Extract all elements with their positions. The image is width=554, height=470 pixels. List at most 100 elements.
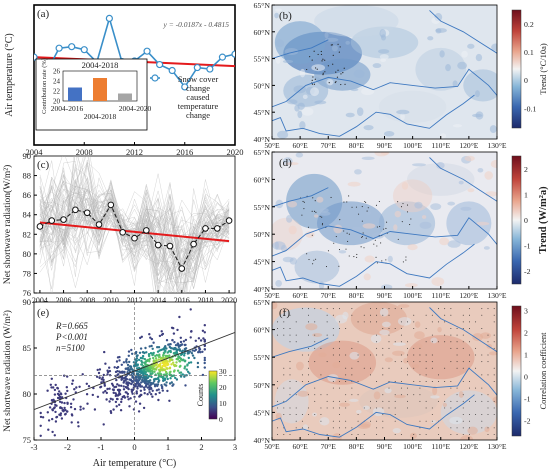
scatter-point-e [160,366,163,370]
significance-dot-f [431,414,433,416]
significance-dot-f [382,367,384,369]
significance-dot-f [444,334,446,336]
scatter-point-e [168,345,171,349]
significance-dot-f [468,314,470,316]
scatter-point-e [131,392,134,395]
significance-dot-d [321,224,323,226]
significance-dot-f [283,334,285,336]
significance-dot-d [406,211,409,213]
scatter-point-e [116,394,120,397]
scatter-point-e [162,375,165,379]
scatter-point-e [148,345,151,348]
scatter-point-e [51,430,54,434]
map-noise-b [440,133,447,139]
significance-dot-f [314,434,316,435]
scatter-point-e [172,383,175,386]
panel-label-c: (c) [37,159,50,171]
scatter-point-e [48,406,52,409]
map-noise-b [379,54,389,60]
map-noise-d [361,156,375,161]
inset-y-tick-a: 20 [53,98,61,106]
significance-dot-f [438,427,439,429]
significance-dot-f [339,381,340,382]
scatter-point-e [129,397,132,400]
scatter-point-e [138,351,142,354]
map-noise-f [384,357,393,363]
colorbar-tick-b: -0.1 [524,104,536,113]
map-noise-d [464,155,475,162]
significance-dot-f [295,407,297,409]
lon-tick-label-b: 120°E [459,141,478,150]
significance-dot-f [487,354,489,356]
data-point-a [156,60,164,69]
significance-dot-f [394,381,396,382]
significance-dot-f [289,387,291,389]
map-noise-f [449,416,463,425]
colorbar-tick-f: -2 [524,417,531,426]
significance-dot-f [326,361,328,363]
colorbar-tick-f: 3 [524,306,528,315]
scatter-point-e [168,371,171,374]
scatter-point-e [120,363,124,366]
lon-tick-label-d: 60°E [292,291,308,300]
significance-dot-d [361,235,363,238]
map-noise-b [326,79,334,86]
significance-dot-f [357,354,359,356]
data-point-a [206,65,214,73]
x-tick-label-c: 2016 [174,296,190,305]
scatter-point-e [156,350,160,353]
ensemble-line-c [39,193,230,293]
significance-dot-f [314,400,316,402]
significance-dot-b [321,60,323,62]
significance-dot-f [475,400,477,402]
significance-dot-f [493,321,495,323]
lon-tick-label-b: 100°E [403,141,422,150]
significance-dot-f [283,434,285,435]
scatter-point-e [87,385,91,388]
significance-dot-f [314,308,316,310]
scatter-point-e [119,371,122,374]
map-noise-f [356,409,362,414]
scatter-point-e [148,384,152,387]
scatter-point-e [160,357,163,361]
scatter-point-e [126,371,129,374]
scatter-point-e [172,327,175,330]
significance-dot-f [444,394,446,396]
data-point-a [218,53,227,61]
significance-dot-f [400,341,402,343]
scatter-point-e [63,413,67,416]
scatter-point-e [184,343,187,347]
significance-dot-f [357,381,359,382]
significance-dot-f [289,341,291,343]
significance-dot-f [357,361,359,363]
significance-dot-d [356,253,358,256]
significance-dot-f [351,314,353,316]
scatter-point-e [175,361,178,364]
significance-dot-f [301,381,303,382]
scatter-point-e [188,372,191,375]
lon-tick-label-b: 50°E [264,141,280,150]
scatter-point-e [140,393,143,397]
scatter-point-e [203,361,206,365]
significance-dot-f [400,381,402,382]
scatter-point-e [122,388,126,391]
scatter-point-e [60,401,64,404]
x-tick-label-e: -2 [64,442,71,452]
significance-dot-f [456,400,458,402]
map-noise-f [373,391,381,400]
scatter-point-e [167,343,170,346]
map-noise-b [345,112,355,118]
significance-dot-f [413,394,415,396]
scatter-point-e [69,406,73,409]
scatter-point-e [162,354,165,357]
lat-tick-label-f: 55°N [253,353,270,362]
significance-dot-f [438,321,439,323]
significance-dot-f [363,407,365,409]
lon-tick-label-f: 60°E [292,442,308,451]
map-noise-d [460,206,472,211]
map-noise-f [362,405,370,410]
scatter-point-e [161,369,164,372]
inset-ylabel-a: Contribution rate (%) [41,58,48,114]
map-noise-d [477,167,484,173]
significance-dot-f [320,414,322,416]
